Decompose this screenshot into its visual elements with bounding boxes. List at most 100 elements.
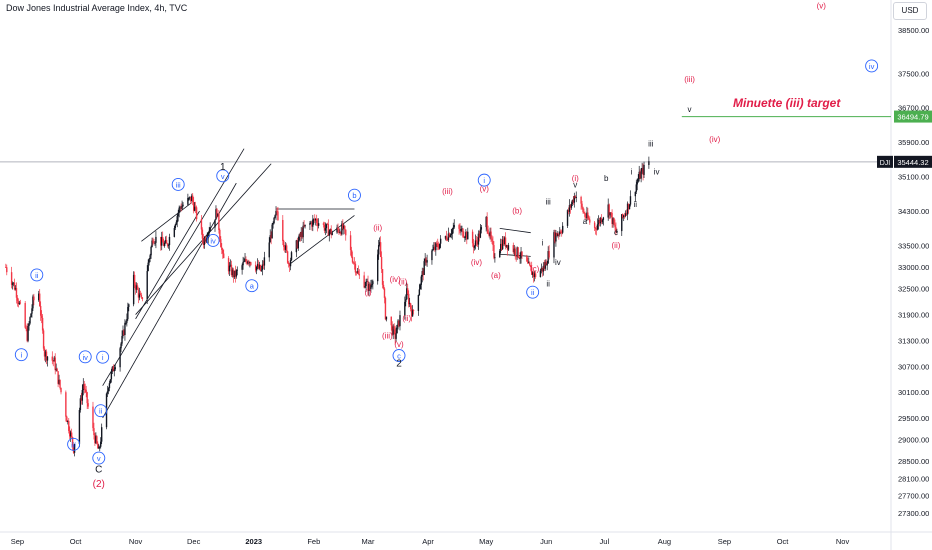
time-tick-label: Sep — [11, 537, 24, 546]
price-tick-label: 30700.00 — [898, 362, 929, 371]
candle-body — [507, 245, 510, 250]
wave-label-circle — [171, 177, 185, 191]
candle-body — [42, 330, 45, 349]
wave-label: (i) — [364, 288, 371, 297]
price-tick-label: 27700.00 — [898, 492, 929, 501]
candle-body — [125, 322, 127, 324]
candle-body — [448, 233, 451, 238]
candle-body — [190, 196, 192, 202]
candle-body — [242, 261, 244, 266]
candle-body — [377, 245, 380, 255]
candle-body — [139, 293, 142, 295]
candle-body — [529, 262, 531, 266]
wave-label: b — [604, 174, 609, 183]
candle-body — [634, 191, 637, 197]
candle-body — [260, 269, 263, 271]
wave-label: ii — [99, 407, 103, 416]
chart-title: Dow Jones Industrial Average Index, 4h, … — [6, 3, 188, 13]
candle-body — [439, 238, 442, 244]
wave-label: iv — [654, 168, 660, 177]
candle-body — [203, 238, 206, 245]
candle-body — [546, 263, 548, 266]
candle-body — [71, 437, 74, 446]
candle-body — [342, 223, 344, 229]
candle-body — [628, 204, 631, 210]
candle-body — [262, 264, 265, 266]
candle-body — [436, 243, 438, 244]
candle-body — [29, 317, 31, 324]
candle-body — [556, 233, 558, 236]
candle-body — [285, 245, 288, 252]
candle-body — [494, 257, 496, 259]
candle-body — [55, 368, 57, 371]
candle-body — [110, 371, 113, 380]
symbol-tag — [877, 155, 893, 168]
wave-label: (v) — [817, 2, 827, 11]
candle-body — [365, 281, 367, 287]
candle-body — [431, 250, 433, 261]
candle-body — [173, 228, 176, 237]
candle-body — [73, 443, 76, 453]
candle-body — [232, 269, 235, 278]
candle-body — [601, 219, 604, 223]
time-tick-label: Oct — [777, 537, 790, 546]
candle-body — [109, 379, 112, 384]
candle-body — [31, 308, 33, 314]
wave-label: iii — [545, 198, 551, 207]
candle-body — [363, 275, 365, 288]
candle-body — [555, 233, 557, 242]
candle-body — [438, 247, 440, 249]
candle-body — [553, 232, 555, 258]
candle-body — [610, 212, 612, 214]
candle-body — [423, 261, 425, 275]
price-tick-label: 38500.00 — [898, 26, 929, 35]
candle-body — [123, 330, 125, 335]
candle-body — [487, 229, 489, 234]
candle-body — [477, 233, 480, 245]
candle-body — [95, 436, 97, 444]
candle-body — [146, 271, 148, 300]
candle-body — [460, 228, 462, 232]
candle-body — [246, 261, 248, 264]
candle-body — [399, 315, 401, 327]
candle-body — [330, 229, 332, 236]
candle-body — [580, 196, 582, 204]
candle-body — [570, 203, 573, 208]
candle-body — [368, 283, 370, 291]
wave-label: (ii) — [373, 224, 382, 233]
candle-body — [234, 270, 237, 277]
candle-body — [271, 224, 273, 239]
candle-body — [135, 285, 138, 290]
candle-body — [85, 389, 87, 393]
currency-button[interactable]: USD — [893, 2, 927, 20]
wave-label-circle — [526, 285, 540, 299]
price-tick-label: 29500.00 — [898, 414, 929, 423]
wave-label: b — [352, 191, 356, 200]
candle-body — [372, 281, 374, 285]
wave-label: (iii) — [382, 331, 393, 340]
candle-body — [39, 293, 41, 307]
candle-body — [624, 213, 627, 216]
wave-label: (v) — [480, 185, 490, 194]
candle-body — [409, 303, 412, 309]
price-tick-label: 35900.00 — [898, 138, 929, 147]
candle-body — [561, 232, 563, 234]
candle-body — [309, 223, 311, 225]
candle-body — [120, 343, 122, 349]
trendline — [141, 202, 193, 242]
candle-body — [586, 212, 588, 218]
candle-body — [300, 231, 302, 237]
candle-body — [43, 348, 46, 357]
wave-label: (iii) — [442, 187, 453, 196]
candle-body — [167, 245, 170, 246]
candle-body — [567, 210, 570, 212]
candle-body — [582, 207, 584, 213]
candle-body — [568, 205, 571, 212]
candle-body — [530, 267, 533, 275]
candle-body — [337, 227, 339, 230]
candle-body — [272, 223, 274, 225]
candle-body — [358, 274, 361, 276]
candle-body — [222, 249, 224, 254]
candle-body — [15, 288, 18, 298]
